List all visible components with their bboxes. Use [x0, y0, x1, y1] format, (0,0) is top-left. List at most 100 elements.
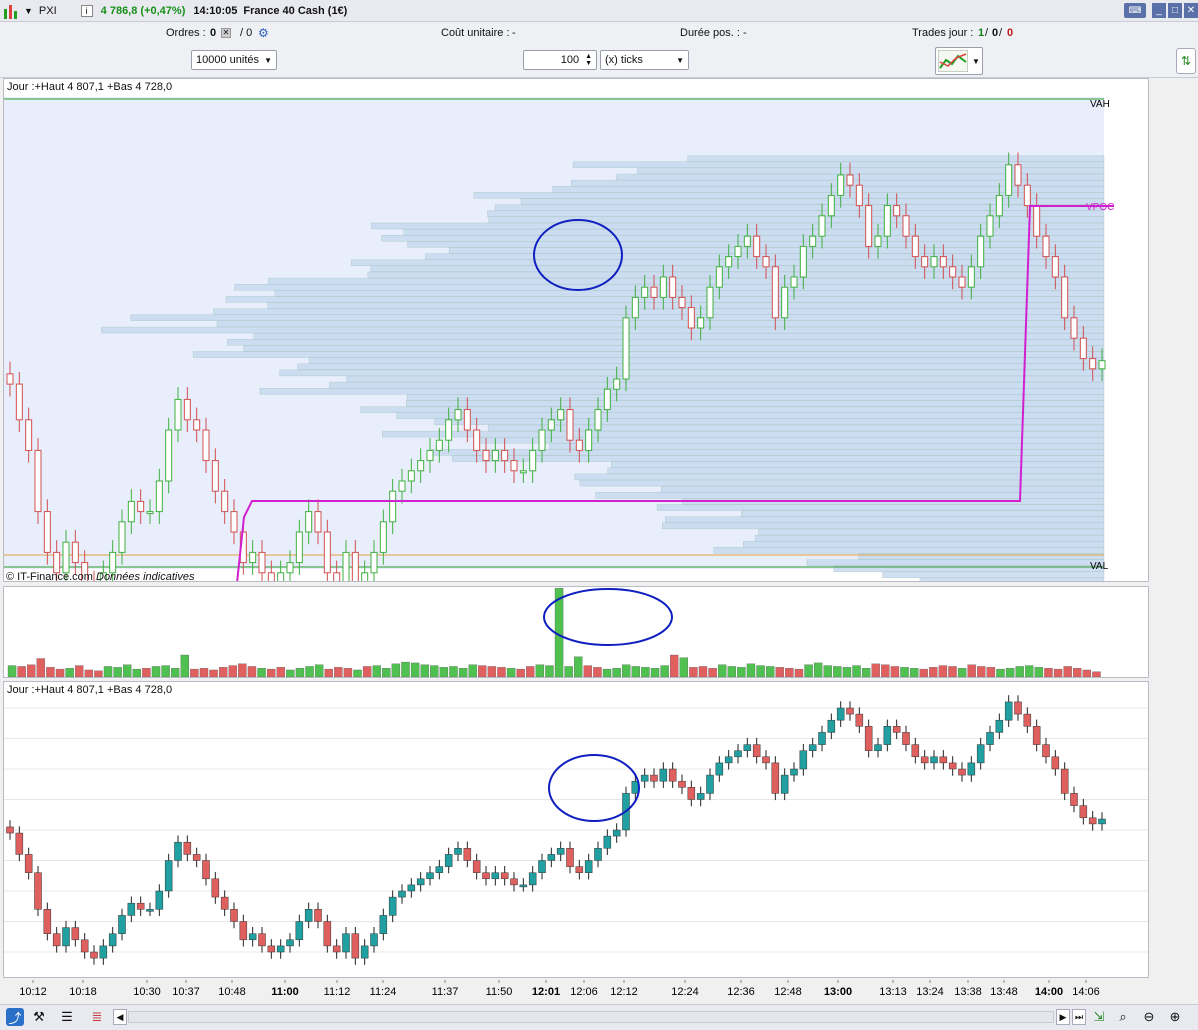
- candle-body: [342, 551, 350, 581]
- candle-body: [1051, 256, 1059, 278]
- volume-profile-bar: [274, 290, 1105, 297]
- candle-body: [407, 884, 416, 892]
- volume-profile-bar: [451, 455, 1105, 462]
- scroll-end-button[interactable]: ⏭: [1072, 1009, 1086, 1025]
- autoscale-icon[interactable]: ⇲: [1093, 1009, 1105, 1024]
- candle-body: [342, 933, 350, 953]
- volume-bar: [746, 663, 756, 677]
- candle-body: [855, 713, 864, 727]
- scroll-left-button[interactable]: ◀: [113, 1009, 127, 1025]
- candle-body: [34, 872, 42, 910]
- volume-bar: [218, 667, 228, 677]
- scroll-right-button[interactable]: ▶: [1056, 1009, 1070, 1025]
- units-select[interactable]: 10000 unités ▼: [191, 50, 277, 70]
- candle-body: [500, 872, 509, 880]
- candle-body: [136, 902, 145, 910]
- zoom-fit-icon[interactable]: ⌕: [1119, 1009, 1127, 1024]
- close-button[interactable]: ✕: [1184, 3, 1198, 18]
- orders-cancel-icon[interactable]: ✕: [221, 28, 231, 38]
- x-tick-label: 11:24: [370, 986, 397, 998]
- zoom-out-icon[interactable]: ⊖: [1143, 1009, 1155, 1024]
- volume-bar: [727, 666, 736, 677]
- layers-icon[interactable]: ≣: [91, 1009, 103, 1024]
- gear-icon[interactable]: ⚙: [258, 26, 269, 40]
- stepper-icon[interactable]: ▲ ▼: [585, 53, 592, 67]
- volume-bar: [641, 667, 650, 677]
- volume-profile-bar: [480, 437, 1105, 444]
- volume-bar: [890, 666, 900, 677]
- credit-text: © IT-Finance.com: [6, 571, 93, 582]
- candle-body: [781, 286, 789, 319]
- volume-profile-bar: [687, 155, 1105, 162]
- volume-bar: [938, 665, 948, 677]
- candle-body: [108, 933, 117, 947]
- volume-profile-bar: [637, 167, 1105, 175]
- zoom-in-icon[interactable]: ⊕: [1169, 1009, 1181, 1024]
- candle-body: [183, 841, 192, 855]
- candle-body: [1079, 805, 1088, 819]
- candle-body: [1014, 164, 1022, 186]
- credit-note: Données indicatives: [96, 571, 195, 582]
- ticks-unit-select[interactable]: (x) ticks ▼: [600, 50, 689, 70]
- candle-body: [463, 848, 472, 861]
- candle-body: [790, 276, 798, 288]
- side-panel-toggle-icon[interactable]: ⇅: [1176, 48, 1196, 74]
- annotation-circle: [543, 588, 673, 646]
- candle-body: [734, 750, 742, 758]
- indicators-icon[interactable]: ⚒: [33, 1009, 45, 1024]
- candle-body: [1033, 205, 1041, 237]
- candle-body: [939, 256, 947, 268]
- candle-body: [594, 848, 602, 861]
- candle-body: [211, 878, 220, 898]
- candle-body: [445, 419, 453, 441]
- annotation-circle: [548, 754, 640, 822]
- indicator-chart-icon: [938, 50, 968, 72]
- maximize-button[interactable]: □: [1168, 3, 1182, 18]
- keyboard-icon[interactable]: ⌨: [1124, 3, 1146, 18]
- volume-bar: [909, 668, 919, 677]
- candle-body: [697, 317, 705, 329]
- volume-bar: [276, 667, 285, 677]
- candle-body: [1070, 793, 1078, 806]
- candles-svg[interactable]: 4 8054 8004 7954 7904 7854 7804 7754 770…: [4, 682, 1149, 978]
- volume-chart[interactable]: 1 00050020: [3, 586, 1149, 678]
- indicator-menu-button[interactable]: ▼: [935, 47, 983, 75]
- info-icon[interactable]: i: [80, 4, 93, 17]
- vah-label: VAH: [1090, 99, 1110, 110]
- candle-body: [1032, 726, 1041, 745]
- candle-body: [482, 872, 490, 880]
- candle-body: [762, 756, 770, 764]
- symbol-label[interactable]: PXI: [38, 4, 57, 17]
- horizontal-scrollbar[interactable]: [128, 1011, 1054, 1023]
- price-chart-top[interactable]: VAHVALVPOC4 8054 8004 7954 7904 7854 780…: [3, 78, 1149, 582]
- candle-body: [1004, 701, 1013, 721]
- volume-profile-bar: [268, 277, 1105, 285]
- minimize-button[interactable]: _: [1152, 3, 1166, 18]
- volume-bar: [151, 666, 161, 677]
- volume-bar: [842, 667, 852, 677]
- symbol-dropdown-icon[interactable]: ▼: [24, 5, 33, 16]
- volume-profile-bar: [806, 559, 1105, 566]
- candle-body: [230, 511, 238, 533]
- volume-bar: [420, 664, 429, 677]
- candle-body: [454, 848, 462, 855]
- ticks-input[interactable]: 100 ▲ ▼: [523, 50, 597, 70]
- volume-svg[interactable]: 1 00050020: [4, 587, 1149, 678]
- candle-body: [398, 890, 406, 898]
- candle-body: [416, 878, 425, 886]
- candle-body: [659, 276, 667, 298]
- candle-body: [6, 373, 14, 385]
- candle-body: [1051, 756, 1060, 770]
- candle-body: [314, 511, 322, 533]
- price-profile-svg[interactable]: VAHVALVPOC4 8054 8004 7954 7904 7854 780…: [4, 79, 1149, 582]
- candle-body: [258, 551, 266, 574]
- list-icon[interactable]: ☰: [61, 1009, 73, 1024]
- price-chart-bottom[interactable]: 4 8054 8004 7954 7904 7854 7804 7754 770…: [3, 681, 1149, 978]
- volume-bar: [977, 666, 986, 677]
- volume-bar: [478, 665, 487, 677]
- candle-body: [865, 205, 873, 247]
- share-icon[interactable]: ⤴: [6, 1008, 24, 1026]
- chart-type-icon[interactable]: [4, 3, 20, 19]
- candle-body: [80, 939, 89, 953]
- candle-body: [780, 774, 789, 794]
